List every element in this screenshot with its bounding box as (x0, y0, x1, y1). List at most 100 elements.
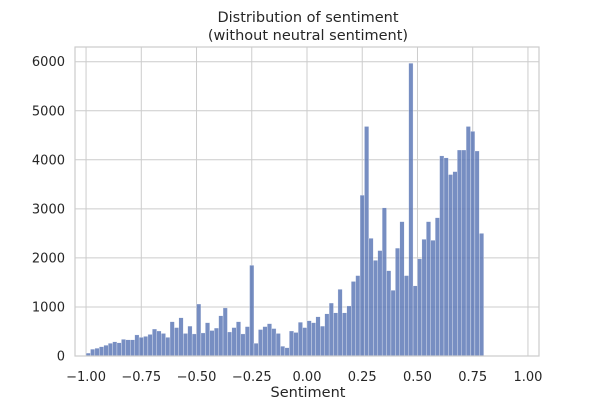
x-tick-label: 1.00 (513, 370, 542, 385)
histogram-bar (116, 342, 122, 357)
histogram-bar (373, 260, 378, 357)
x-tick-label: −0.50 (177, 370, 217, 385)
histogram-bar (324, 313, 330, 357)
histogram-bar (377, 250, 383, 357)
x-axis-ticks: −1.00 −0.75 −0.50 −0.25 0.00 0.25 0.50 0.75 1.00 (66, 370, 542, 385)
histogram-bar (152, 328, 157, 357)
x-tick-label: −0.25 (232, 370, 272, 385)
histogram-bar (227, 331, 233, 357)
histogram-bar (165, 337, 171, 357)
histogram-bar (156, 330, 162, 357)
x-axis-label: Sentiment (271, 385, 346, 400)
histogram-bar (315, 316, 321, 357)
histogram-bar (311, 322, 316, 357)
histogram-bar (435, 217, 440, 357)
histogram-bar (390, 290, 396, 357)
histogram-bar (457, 149, 462, 357)
histogram-bar (306, 320, 312, 357)
histogram-bar (337, 289, 343, 357)
histogram-bar (474, 150, 480, 357)
histogram-bar (178, 317, 184, 357)
histogram-bar (258, 329, 263, 357)
histogram-bar (205, 322, 210, 357)
histogram-bar (395, 247, 400, 357)
y-tick-label: 4000 (32, 153, 65, 168)
histogram-bar (218, 315, 224, 357)
histogram-bar (439, 155, 445, 357)
histogram-bar (355, 275, 361, 357)
histogram-bar (147, 334, 153, 357)
histogram-bar (253, 343, 259, 357)
histogram-bar (302, 327, 308, 357)
histogram-bar (99, 346, 104, 357)
histogram-bar (214, 327, 219, 357)
histogram-bar (231, 327, 237, 357)
histogram-bar (143, 336, 149, 357)
histogram-bar (284, 347, 290, 357)
histogram-bar (320, 325, 325, 357)
y-axis-ticks: 0 1000 2000 3000 4000 5000 6000 (32, 55, 65, 364)
histogram-bar (381, 207, 387, 357)
y-tick-label: 1000 (32, 300, 65, 315)
histogram-bar (368, 238, 374, 357)
histogram-bar (461, 149, 467, 357)
y-tick-label: 5000 (32, 104, 65, 119)
histogram-bar (267, 323, 272, 357)
histogram-bar (346, 305, 352, 357)
x-tick-label: 0.25 (348, 370, 377, 385)
histogram-bar (222, 307, 228, 357)
histogram-bar (103, 345, 109, 357)
histogram-bar (364, 126, 370, 357)
histogram-bar (470, 131, 476, 357)
histogram-bar (271, 328, 277, 357)
histogram-bar (359, 194, 365, 357)
histogram-bar (161, 333, 166, 357)
histogram-bar (244, 326, 250, 357)
histogram-bar (408, 63, 414, 357)
histogram-bar (240, 333, 246, 357)
histogram-bar (125, 339, 131, 357)
histogram-bar (191, 333, 197, 357)
histogram-bar (328, 302, 334, 357)
histogram-bar (399, 221, 405, 357)
y-tick-label: 6000 (32, 55, 65, 70)
chart-title: Distribution of sentiment (217, 10, 398, 26)
histogram-bar (452, 171, 458, 357)
histogram-bar (107, 343, 113, 357)
histogram-bar (134, 334, 140, 357)
histogram-bar (138, 337, 144, 357)
histogram-bar (465, 126, 471, 357)
x-tick-label: 0.75 (458, 370, 487, 385)
histogram-bar (426, 221, 431, 357)
histogram-bar (289, 330, 294, 357)
histogram-bar (386, 270, 392, 357)
histogram-bar (430, 240, 436, 357)
x-tick-label: −1.00 (66, 370, 106, 385)
x-tick-label: 0.50 (403, 370, 432, 385)
y-tick-label: 3000 (32, 202, 65, 217)
histogram-bar (351, 281, 356, 357)
histogram-bar (187, 325, 193, 357)
histogram-bar (479, 233, 484, 357)
histogram-bar (443, 157, 449, 357)
plot-frame (74, 46, 540, 357)
histogram-bar (90, 348, 96, 357)
histogram-bar (112, 341, 118, 357)
chart-subtitle: (without neutral sentiment) (208, 28, 408, 44)
y-tick-label: 2000 (32, 251, 65, 266)
histogram-bar (209, 330, 215, 357)
histogram-bars (85, 63, 484, 357)
x-tick-label: −0.75 (121, 370, 161, 385)
histogram-bar (333, 312, 339, 357)
histogram-bar (236, 321, 241, 357)
histogram-bar (262, 326, 268, 357)
histogram-bar (275, 333, 281, 357)
x-tick-label: 0.00 (293, 370, 322, 385)
histogram-bar (200, 332, 206, 357)
histogram-bar (342, 312, 347, 357)
histogram-bar (130, 339, 135, 357)
histogram-bar (280, 346, 286, 357)
y-tick-label: 0 (57, 350, 65, 365)
histogram-bar (448, 174, 453, 357)
